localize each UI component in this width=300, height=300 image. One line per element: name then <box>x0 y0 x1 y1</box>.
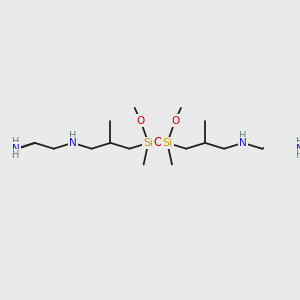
Text: O: O <box>171 116 179 126</box>
Text: O: O <box>136 116 145 126</box>
Text: O: O <box>153 136 162 149</box>
Text: H: H <box>296 137 300 147</box>
Text: N: N <box>69 138 76 148</box>
Text: N: N <box>296 144 300 154</box>
Text: N: N <box>12 144 20 154</box>
Text: Si: Si <box>162 138 172 148</box>
Text: Si: Si <box>143 138 154 148</box>
Text: H: H <box>12 150 20 160</box>
Text: H: H <box>296 150 300 160</box>
Text: H: H <box>12 137 20 147</box>
Text: H: H <box>69 131 76 141</box>
Text: H: H <box>239 131 247 141</box>
Text: N: N <box>239 138 247 148</box>
